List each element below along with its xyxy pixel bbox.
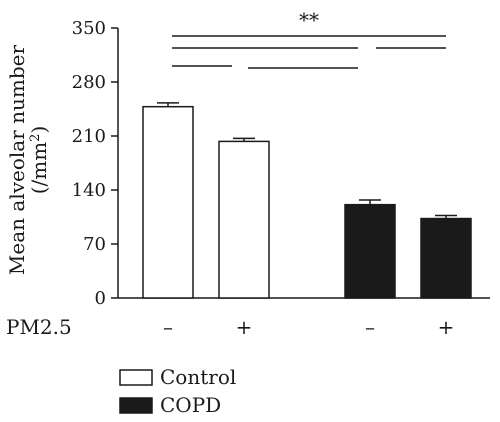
y-axis-unit-close: ): [27, 126, 51, 134]
y-tick-label: 70: [83, 234, 106, 255]
significance-brackets: **: [172, 8, 446, 69]
category-label-4: +: [438, 315, 455, 339]
significance-stars: **: [299, 8, 319, 32]
y-axis-unit-label: (/mm2): [27, 126, 51, 195]
bar-4: [420, 217, 472, 299]
y-tick-label: 210: [72, 126, 106, 147]
legend: Control COPD: [119, 365, 236, 417]
category-label-1: –: [163, 315, 173, 339]
category-label-2: +: [236, 315, 253, 339]
legend-label-control: Control: [160, 365, 236, 389]
legend-swatch-control: [119, 369, 153, 386]
bars: [142, 102, 472, 299]
y-axis-unit-sup: 2: [28, 134, 43, 142]
y-axis-label: Mean alveolar number: [5, 44, 29, 275]
bar-3: [344, 203, 396, 299]
y-tick-label: 350: [72, 18, 106, 39]
bar-2: [218, 140, 270, 299]
category-label-3: –: [365, 315, 375, 339]
y-tick-label: 140: [72, 180, 106, 201]
category-labels: – + – +: [163, 315, 454, 339]
legend-label-copd: COPD: [160, 393, 221, 417]
legend-swatch-copd: [119, 397, 153, 414]
y-ticks: 0 70 140 210 280 350: [72, 18, 118, 309]
y-tick-label: 0: [95, 288, 106, 309]
y-axis-unit-open: (/mm: [27, 142, 51, 195]
pm25-row-label: PM2.5: [6, 315, 72, 339]
y-tick-label: 280: [72, 72, 106, 93]
bar-1: [142, 105, 194, 299]
